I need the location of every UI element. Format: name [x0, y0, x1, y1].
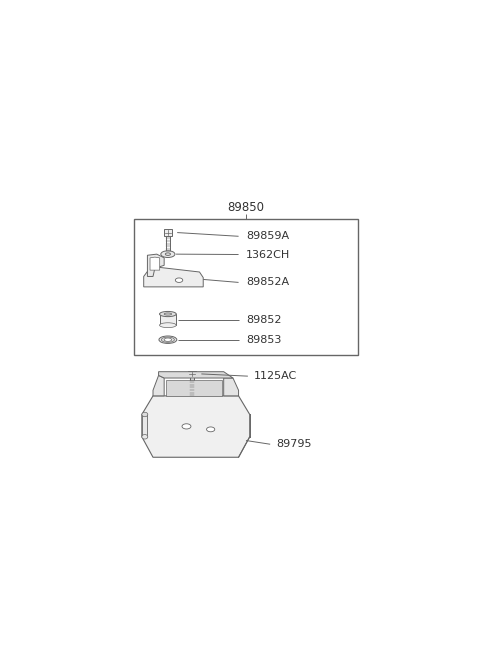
Ellipse shape [142, 434, 148, 439]
Text: 89852: 89852 [246, 314, 281, 325]
Ellipse shape [164, 313, 172, 315]
Text: 89852A: 89852A [246, 278, 289, 288]
Polygon shape [158, 371, 233, 378]
Ellipse shape [175, 278, 183, 282]
Ellipse shape [165, 253, 170, 255]
Bar [166, 236, 170, 253]
Ellipse shape [142, 412, 148, 417]
Text: 89795: 89795 [276, 440, 311, 449]
Bar [134, 219, 358, 355]
Polygon shape [142, 415, 147, 437]
Ellipse shape [161, 251, 175, 257]
Text: 1125AC: 1125AC [253, 371, 297, 381]
Text: 89850: 89850 [228, 200, 264, 214]
Ellipse shape [159, 311, 176, 316]
Polygon shape [144, 267, 203, 287]
Ellipse shape [159, 323, 176, 328]
Text: 1362CH: 1362CH [246, 250, 290, 259]
Text: 89859A: 89859A [246, 231, 289, 241]
Polygon shape [153, 375, 164, 396]
Polygon shape [224, 378, 239, 396]
Ellipse shape [206, 427, 215, 432]
Bar [190, 377, 194, 395]
Bar [164, 229, 172, 236]
Polygon shape [142, 396, 250, 457]
Ellipse shape [161, 337, 174, 343]
Bar [159, 314, 176, 325]
Ellipse shape [182, 424, 191, 429]
Text: 89853: 89853 [246, 335, 281, 345]
Polygon shape [166, 380, 222, 396]
Polygon shape [150, 257, 160, 270]
Bar [188, 371, 196, 377]
Ellipse shape [164, 338, 172, 341]
Ellipse shape [159, 336, 177, 343]
Polygon shape [147, 254, 164, 276]
